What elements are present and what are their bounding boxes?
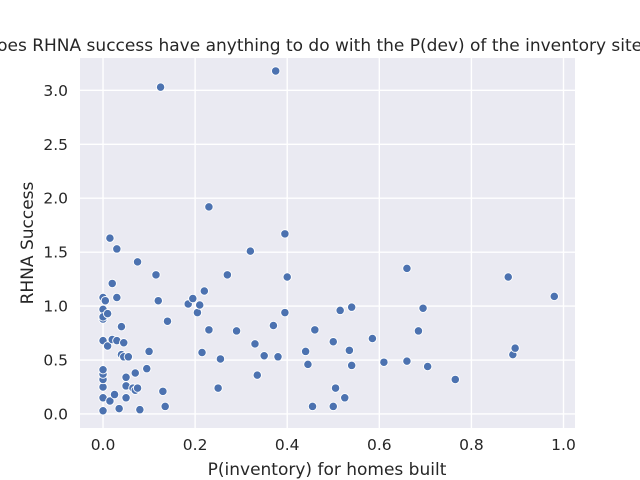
data-point — [213, 383, 223, 393]
y-tick-label: 0.5 — [43, 352, 68, 370]
data-point — [100, 296, 110, 306]
data-point — [105, 233, 115, 243]
data-points — [98, 66, 559, 416]
data-point — [135, 405, 145, 415]
data-point — [259, 351, 269, 361]
data-point — [102, 341, 113, 351]
x-tick-labels: 0.0 0.2 0.4 0.6 0.8 1.0 — [91, 436, 576, 454]
data-point — [197, 347, 207, 358]
data-point — [195, 300, 205, 310]
data-point — [379, 357, 389, 367]
data-point — [231, 326, 242, 336]
data-point — [112, 292, 122, 303]
data-point — [132, 383, 143, 393]
x-tick-label: 0.8 — [459, 436, 484, 454]
data-point — [268, 320, 279, 331]
data-point — [102, 309, 113, 319]
data-point — [245, 246, 256, 256]
data-point — [273, 352, 283, 362]
data-point — [98, 365, 108, 375]
data-point — [204, 202, 214, 212]
data-point — [188, 293, 198, 304]
data-point — [121, 393, 131, 403]
data-point — [222, 270, 232, 280]
data-point — [160, 401, 170, 412]
data-point — [123, 352, 133, 362]
data-point — [280, 229, 290, 239]
data-point — [130, 368, 140, 378]
data-point — [450, 374, 460, 385]
data-point — [271, 66, 281, 76]
data-point — [423, 361, 433, 372]
data-point — [98, 406, 108, 416]
data-point — [153, 296, 163, 306]
y-tick-label: 0.0 — [43, 405, 68, 423]
y-tick-labels: 0.0 0.5 1.0 1.5 2.0 2.5 3.0 — [43, 82, 68, 424]
y-tick-label: 2.0 — [43, 190, 68, 208]
data-point — [250, 339, 260, 349]
data-point — [105, 396, 115, 406]
y-tick-label: 1.0 — [43, 298, 68, 316]
data-point — [335, 305, 345, 316]
data-point — [116, 321, 127, 332]
data-point — [192, 307, 203, 318]
data-point — [204, 325, 214, 335]
data-point — [215, 354, 226, 364]
data-point — [252, 370, 262, 380]
x-tick-label: 0.0 — [91, 436, 116, 454]
data-point — [114, 403, 124, 414]
y-tick-label: 1.5 — [43, 244, 68, 262]
data-point — [344, 345, 355, 355]
data-point — [402, 263, 412, 273]
data-point — [151, 270, 161, 280]
data-point — [119, 338, 129, 348]
data-point — [503, 272, 513, 282]
data-point — [280, 307, 290, 318]
data-point — [328, 401, 338, 412]
x-tick-label: 0.6 — [367, 436, 392, 454]
y-tick-label: 2.5 — [43, 136, 68, 154]
data-point — [549, 291, 559, 302]
chart-title: Does RHNA success have anything to do wi… — [0, 36, 640, 56]
data-point — [162, 316, 173, 326]
data-point — [330, 383, 341, 393]
data-point — [310, 325, 320, 335]
data-point — [328, 337, 338, 347]
x-tick-label: 0.2 — [183, 436, 208, 454]
data-point — [142, 364, 152, 374]
data-point — [199, 286, 209, 296]
data-point — [282, 272, 292, 282]
data-point — [144, 346, 154, 357]
data-point — [132, 257, 143, 267]
data-point — [303, 359, 313, 370]
data-point — [402, 356, 412, 366]
y-axis-label: RHNA Success — [18, 181, 38, 304]
grid-lines — [80, 58, 575, 428]
x-tick-label: 1.0 — [551, 436, 576, 454]
plot-area — [80, 58, 575, 428]
data-point — [307, 401, 318, 412]
data-point — [340, 393, 350, 403]
data-point — [510, 343, 520, 353]
data-point — [158, 386, 168, 396]
x-tick-label: 0.4 — [275, 436, 300, 454]
data-point — [347, 302, 357, 312]
data-point — [367, 333, 378, 344]
data-point — [121, 372, 131, 382]
data-point — [347, 360, 357, 371]
data-point — [107, 278, 117, 289]
data-point — [300, 346, 311, 357]
data-point — [109, 389, 120, 400]
data-point — [112, 244, 122, 254]
y-tick-label: 3.0 — [43, 82, 68, 100]
x-axis-label: P(inventory) for homes built — [208, 460, 447, 480]
data-point — [418, 303, 428, 313]
data-point — [155, 82, 166, 92]
data-point — [413, 326, 424, 336]
